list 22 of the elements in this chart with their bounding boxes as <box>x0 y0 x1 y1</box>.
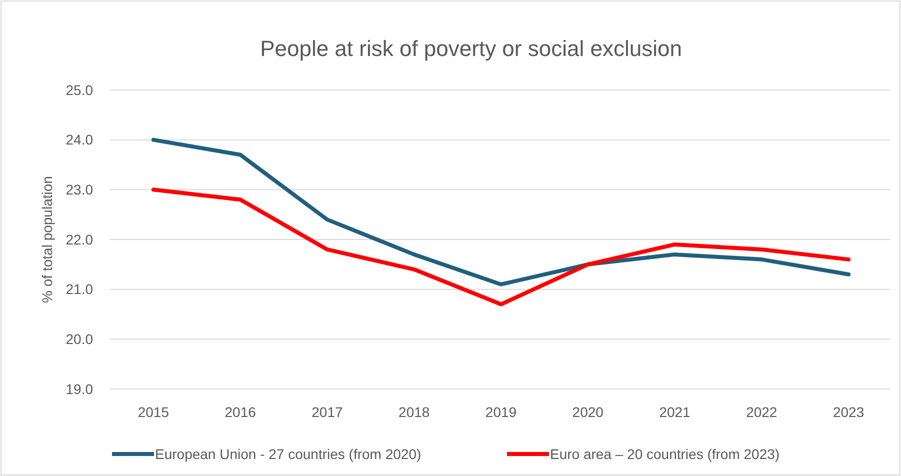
x-tick-label: 2015 <box>138 404 170 420</box>
y-tick-label: 21.0 <box>66 281 94 298</box>
y-tick-label: 25.0 <box>66 82 94 98</box>
line-series <box>151 138 851 286</box>
y-axis-title: % of total population <box>39 176 55 303</box>
x-tick-label: 2020 <box>572 404 604 420</box>
x-tick-label: 2016 <box>224 404 256 420</box>
y-tick-label: 19.0 <box>66 380 94 397</box>
x-tick-label: 2017 <box>312 404 344 420</box>
y-tick-label: 24.0 <box>66 132 94 148</box>
legend-label: Euro area – 20 countries (from 2023) <box>550 446 780 462</box>
line-series <box>151 188 851 306</box>
chart-title: People at risk of poverty or social exclusion <box>260 36 682 61</box>
y-tick-label: 20.0 <box>66 331 94 348</box>
x-tick-label: 2019 <box>485 404 517 420</box>
x-tick-label: 2023 <box>832 404 864 420</box>
x-tick-label: 2021 <box>659 404 691 420</box>
y-tick-label: 22.0 <box>66 231 94 248</box>
x-tick-label: 2022 <box>746 404 778 420</box>
y-tick-label: 23.0 <box>66 182 94 198</box>
x-tick-label: 2018 <box>398 404 430 420</box>
legend-label: European Union - 27 countries (from 2020) <box>155 446 422 462</box>
